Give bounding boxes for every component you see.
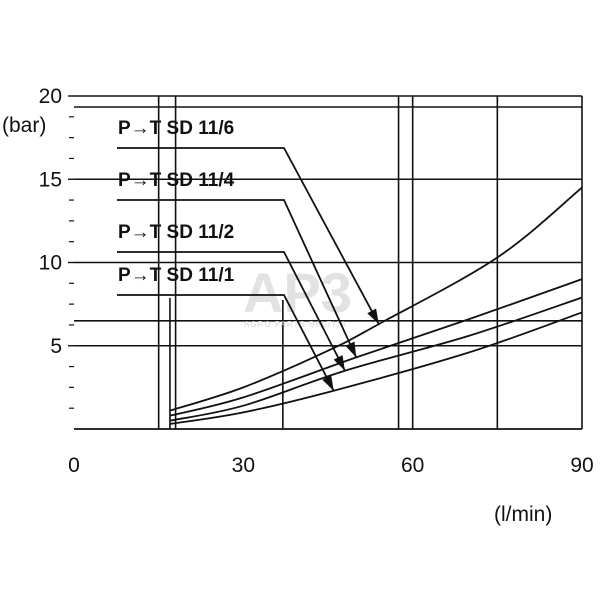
y-tick-label-2: 15 — [39, 168, 62, 191]
series-label-0: P→T SD 11/6 — [118, 118, 234, 139]
series-label-3: P→T SD 11/1 — [118, 265, 235, 286]
series-line-0 — [169, 186, 583, 412]
y-tick-label-1: 10 — [39, 252, 62, 275]
grid — [68, 95, 583, 430]
x-tick-label-3: 90 — [570, 454, 593, 477]
series-leader-lines — [117, 147, 380, 392]
leader-line-3 — [117, 294, 335, 392]
series-label-2: P→T SD 11/2 — [118, 222, 234, 243]
leader-line-2 — [117, 251, 346, 372]
series-line-3 — [169, 311, 583, 425]
leader-line-0 — [117, 147, 380, 325]
y-tick-label-0: 5 — [50, 335, 62, 358]
watermark: AP3 AGRO PARTS BALTIJA — [243, 261, 352, 329]
series-line-2 — [169, 296, 583, 422]
leader-arrow-0 — [367, 308, 379, 325]
x-tick-label-2: 60 — [401, 454, 424, 477]
x-axis-unit: (l/min) — [494, 503, 552, 526]
x-tick-label-0: 0 — [68, 454, 80, 477]
series-labels: P→T SD 11/6 P→T SD 11/4 P→T SD 11/2 P→T SD … — [118, 118, 235, 286]
y-axis-unit: (bar) — [2, 114, 46, 137]
y-tick-label-3: 20 — [39, 85, 62, 108]
leader-line-1 — [117, 199, 358, 358]
tick-labels: 0 30 60 90 5 10 15 20 — [39, 85, 594, 477]
x-tick-label-1: 30 — [232, 454, 255, 477]
series-label-1: P→T SD 11/4 — [118, 170, 235, 191]
watermark-logo: AP3 — [243, 261, 352, 324]
leader-arrow-1 — [345, 341, 357, 358]
series-line-1 — [169, 278, 583, 417]
leader-arrow-2 — [333, 355, 345, 371]
leader-arrow-3 — [322, 375, 334, 391]
watermark-tagline: AGRO PARTS BALTIJA — [244, 320, 347, 329]
series-curves — [169, 186, 583, 425]
